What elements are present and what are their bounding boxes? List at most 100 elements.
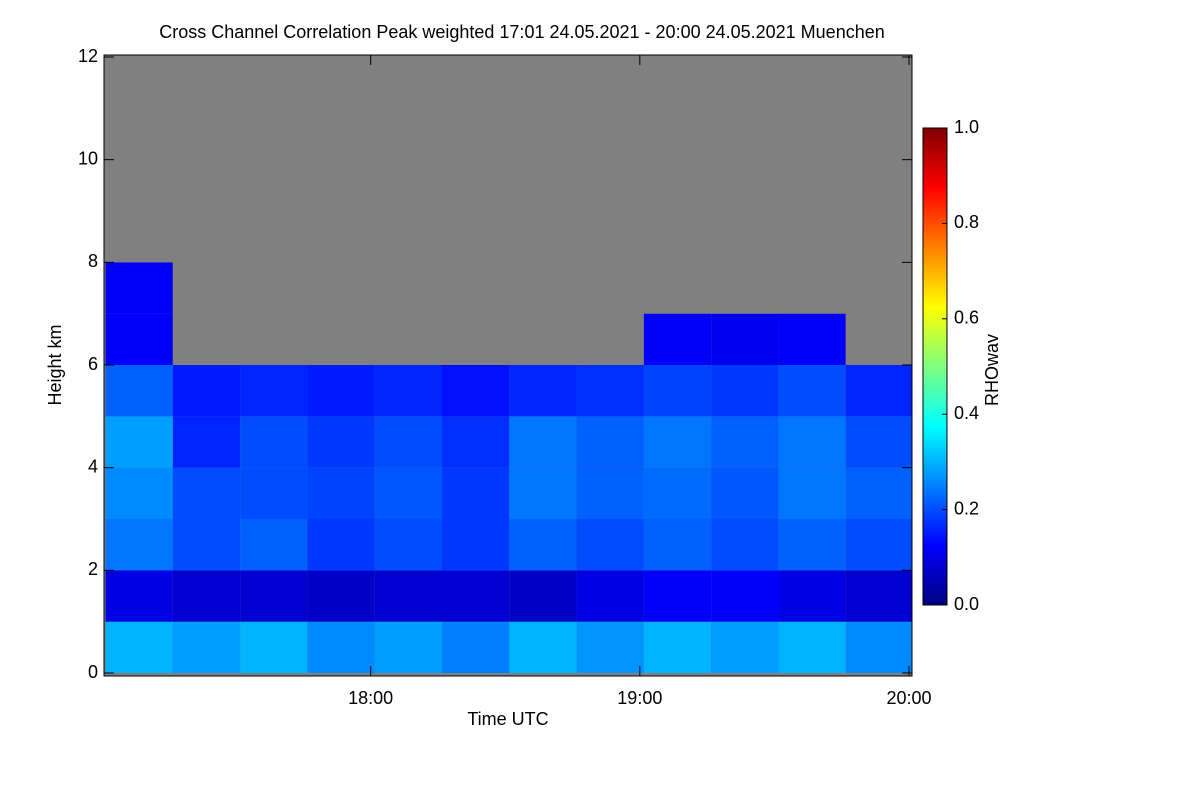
heatmap-cell	[374, 57, 442, 109]
heatmap-cell	[845, 365, 912, 417]
heatmap-cell	[441, 621, 510, 673]
heatmap-cell	[778, 621, 846, 673]
heatmap-cell	[172, 519, 241, 571]
heatmap-cell	[307, 211, 375, 263]
heatmap-cell	[307, 621, 375, 673]
heatmap-cell	[711, 262, 779, 314]
heatmap-cell	[509, 159, 577, 211]
heatmap-cell	[509, 211, 577, 263]
heatmap-cell	[441, 313, 510, 365]
colorbar	[922, 127, 948, 606]
colorbar-label: RHOwav	[982, 334, 1002, 406]
heatmap-cell	[172, 262, 241, 314]
heatmap-cell	[576, 519, 644, 571]
y-axis-label: Height km	[45, 324, 65, 405]
heatmap-cell	[105, 365, 173, 417]
x-tick-label: 20:00	[886, 688, 931, 708]
heatmap-cell	[576, 467, 644, 519]
heatmap-cell	[172, 416, 241, 468]
heatmap-cell	[307, 108, 375, 160]
heatmap-cell	[576, 570, 644, 622]
heatmap-cell	[374, 365, 442, 417]
heatmap-cell	[778, 519, 846, 571]
heatmap-cell	[711, 57, 779, 109]
heatmap-cell	[576, 57, 644, 109]
y-tick-label: 10	[78, 148, 98, 168]
heatmap-cell	[643, 159, 712, 211]
heatmap-cell	[374, 211, 442, 263]
heatmap-cell	[576, 416, 644, 468]
heatmap-cell	[240, 108, 308, 160]
heatmap-cell	[374, 570, 442, 622]
heatmap-cell	[240, 211, 308, 263]
heatmap-cell	[778, 108, 846, 160]
heatmap-cell	[441, 467, 510, 519]
heatmap-cell	[643, 570, 712, 622]
heatmap-cell	[576, 621, 644, 673]
heatmap-cell	[172, 57, 241, 109]
y-tick-label: 2	[88, 559, 98, 579]
heatmap-cell	[105, 159, 173, 211]
heatmap-cell	[441, 211, 510, 263]
heatmap-cell	[509, 57, 577, 109]
heatmap-cell	[711, 570, 779, 622]
heatmap-cell	[105, 313, 173, 365]
heatmap-cell	[711, 211, 779, 263]
heatmap-cell	[240, 159, 308, 211]
heatmap-cell	[374, 313, 442, 365]
heatmap-cell	[643, 262, 712, 314]
heatmap-cell	[643, 211, 712, 263]
colorbar-tick-label: 0.4	[954, 403, 979, 423]
heatmap-cell	[374, 108, 442, 160]
heatmap-cell	[509, 570, 577, 622]
heatmap-cell	[643, 313, 712, 365]
heatmap-cell	[307, 365, 375, 417]
heatmap-cell	[240, 519, 308, 571]
heatmap-cell	[576, 365, 644, 417]
heatmap-cell	[105, 57, 173, 109]
heatmap-cell	[441, 365, 510, 417]
heatmap-cell	[711, 108, 779, 160]
heatmap-cell	[374, 621, 442, 673]
heatmap-cell	[711, 159, 779, 211]
heatmap-cell	[240, 313, 308, 365]
heatmap-cell	[441, 519, 510, 571]
chart-title: Cross Channel Correlation Peak weighted …	[159, 22, 885, 42]
y-tick-label: 0	[88, 662, 98, 682]
colorbar-tick-label: 0.8	[954, 212, 979, 232]
heatmap-cell	[307, 570, 375, 622]
heatmap-cell	[845, 262, 912, 314]
y-tick-label: 12	[78, 46, 98, 66]
heatmap-cell	[172, 313, 241, 365]
heatmap-cell	[778, 313, 846, 365]
heatmap-cell	[307, 57, 375, 109]
heatmap-cell	[778, 57, 846, 109]
heatmap-cell	[240, 621, 308, 673]
heatmap-cell	[240, 365, 308, 417]
heatmap-cell	[105, 621, 173, 673]
heatmap-cell	[576, 159, 644, 211]
heatmap-cell	[509, 467, 577, 519]
heatmap-cell	[509, 108, 577, 160]
colorbar-tick-label: 0.0	[954, 594, 979, 614]
heatmap-cell	[240, 467, 308, 519]
heatmap-cell	[105, 570, 173, 622]
heatmap-cell	[509, 365, 577, 417]
heatmap-cell	[845, 467, 912, 519]
colorbar-tick-label: 0.2	[954, 498, 979, 518]
heatmap-cell	[307, 262, 375, 314]
heatmap-cell	[643, 57, 712, 109]
colorbar-tick-label: 1.0	[954, 117, 979, 137]
heatmap-cell	[711, 416, 779, 468]
heatmap-cell	[172, 211, 241, 263]
heatmap-cell	[441, 262, 510, 314]
heatmap-cell	[643, 519, 712, 571]
heatmap-cell	[441, 159, 510, 211]
heatmap-cell	[105, 108, 173, 160]
heatmap-cell	[307, 467, 375, 519]
colorbar-tick-label: 0.6	[954, 308, 979, 328]
x-tick-label: 19:00	[617, 688, 662, 708]
heatmap-cell	[172, 108, 241, 160]
heatmap-cell	[509, 313, 577, 365]
